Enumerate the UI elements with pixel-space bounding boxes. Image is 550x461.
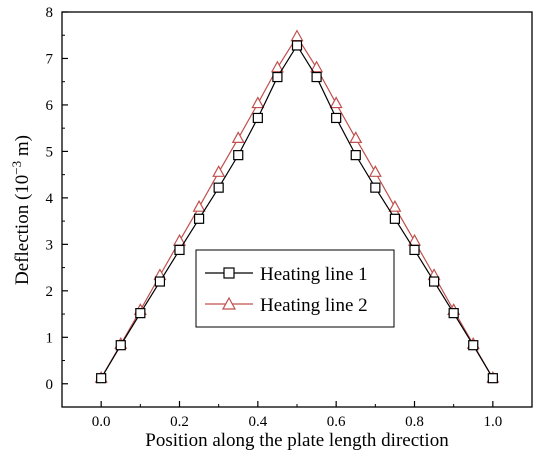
data-point-square xyxy=(135,308,146,319)
y-axis-label-main: Deflection (10 xyxy=(12,175,33,285)
series-1-line xyxy=(100,44,494,379)
data-point-square xyxy=(311,71,322,83)
data-point-square xyxy=(370,182,381,193)
data-point-square xyxy=(154,276,166,287)
series-1 xyxy=(96,40,498,384)
axis-ticks xyxy=(62,11,494,407)
data-point-square xyxy=(233,150,244,161)
data-point-triangle xyxy=(310,60,324,73)
data-point-square xyxy=(448,308,459,319)
y-axis-label-unit: m) xyxy=(12,135,33,161)
data-point-square xyxy=(468,340,479,351)
data-point-triangle xyxy=(349,131,363,143)
data-point-triangle xyxy=(388,199,402,212)
data-point-square xyxy=(174,244,185,256)
x-tick-label: 0.6 xyxy=(327,414,346,430)
data-point-triangle xyxy=(290,29,304,42)
data-point-square xyxy=(350,150,361,161)
data-point-triangle xyxy=(270,60,284,73)
data-point-square xyxy=(115,340,126,351)
x-tick-labels: 0.0 0.2 0.4 0.6 0.8 1.0 xyxy=(92,414,502,430)
y-tick-label: 8 xyxy=(46,5,54,21)
legend: Heating line 1 Heating line 2 xyxy=(195,249,395,328)
data-point-square xyxy=(213,182,224,193)
data-point-triangle xyxy=(192,199,206,212)
data-point-square xyxy=(331,112,342,124)
x-tick-label: 1.0 xyxy=(483,414,502,430)
data-point-square xyxy=(409,244,420,256)
y-axis-label-exponent: −3 xyxy=(9,161,24,175)
plot-frame xyxy=(61,11,533,408)
data-point-triangle xyxy=(329,96,343,109)
x-tick-label: 0.8 xyxy=(405,414,424,430)
data-point-square xyxy=(389,213,401,224)
data-point-triangle xyxy=(368,165,382,177)
legend-marker-square xyxy=(223,267,235,279)
y-tick-label: 1 xyxy=(46,330,54,346)
data-point-square xyxy=(487,373,498,384)
series-2 xyxy=(94,29,500,383)
y-tick-label: 3 xyxy=(46,237,54,253)
x-tick-label: 0.2 xyxy=(170,414,189,430)
data-point-triangle xyxy=(251,96,265,109)
legend-marker-triangle xyxy=(221,296,237,310)
legend-label-2: Heating line 2 xyxy=(260,295,368,316)
y-tick-label: 6 xyxy=(46,98,54,114)
y-tick-labels: 0 1 2 3 4 5 6 7 8 xyxy=(46,5,54,393)
legend-label-1: Heating line 1 xyxy=(260,264,368,285)
data-point-triangle xyxy=(231,131,245,143)
data-point-square xyxy=(272,71,283,83)
y-tick-label: 5 xyxy=(46,144,54,160)
data-point-square xyxy=(291,40,303,51)
data-point-square xyxy=(252,112,263,124)
x-tick-label: 0.0 xyxy=(92,414,111,430)
y-tick-label: 0 xyxy=(46,377,54,393)
series-layer xyxy=(94,29,500,384)
x-axis-label: Position along the plate length directio… xyxy=(145,430,449,451)
data-point-square xyxy=(428,276,440,287)
data-point-triangle xyxy=(212,165,226,177)
x-tick-label: 0.4 xyxy=(248,414,267,430)
data-point-square xyxy=(96,373,107,384)
data-point-square xyxy=(193,213,205,224)
y-tick-label: 2 xyxy=(46,284,54,300)
legend-box xyxy=(195,249,395,328)
y-tick-label: 7 xyxy=(46,51,54,67)
y-tick-label: 4 xyxy=(46,191,54,207)
y-axis-label: Deflection (10−3 m) xyxy=(9,135,33,285)
